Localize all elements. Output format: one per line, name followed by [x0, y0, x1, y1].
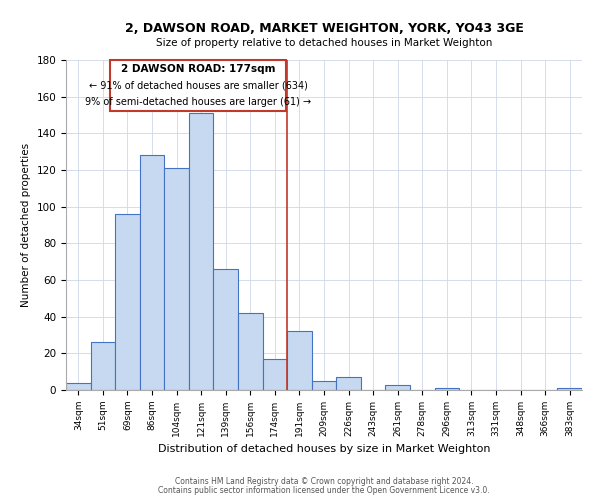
Y-axis label: Number of detached properties: Number of detached properties [21, 143, 31, 307]
Bar [66, 382, 91, 390]
Bar [238, 313, 263, 390]
Bar [312, 381, 336, 390]
Text: 2, DAWSON ROAD, MARKET WEIGHTON, YORK, YO43 3GE: 2, DAWSON ROAD, MARKET WEIGHTON, YORK, Y… [125, 22, 523, 36]
Text: 2 DAWSON ROAD: 177sqm: 2 DAWSON ROAD: 177sqm [121, 64, 275, 74]
Text: Contains public sector information licensed under the Open Government Licence v3: Contains public sector information licen… [158, 486, 490, 495]
Bar [214, 269, 238, 390]
FancyBboxPatch shape [110, 60, 286, 112]
Text: ← 91% of detached houses are smaller (634): ← 91% of detached houses are smaller (63… [89, 80, 308, 90]
Text: Size of property relative to detached houses in Market Weighton: Size of property relative to detached ho… [156, 38, 492, 48]
X-axis label: Distribution of detached houses by size in Market Weighton: Distribution of detached houses by size … [158, 444, 490, 454]
Bar [336, 377, 361, 390]
Bar [140, 156, 164, 390]
Bar [557, 388, 582, 390]
Bar [263, 359, 287, 390]
Bar [91, 342, 115, 390]
Bar [287, 332, 312, 390]
Text: 9% of semi-detached houses are larger (61) →: 9% of semi-detached houses are larger (6… [85, 96, 311, 106]
Bar [164, 168, 189, 390]
Bar [385, 384, 410, 390]
Text: Contains HM Land Registry data © Crown copyright and database right 2024.: Contains HM Land Registry data © Crown c… [175, 478, 473, 486]
Bar [189, 113, 214, 390]
Bar [434, 388, 459, 390]
Bar [115, 214, 140, 390]
